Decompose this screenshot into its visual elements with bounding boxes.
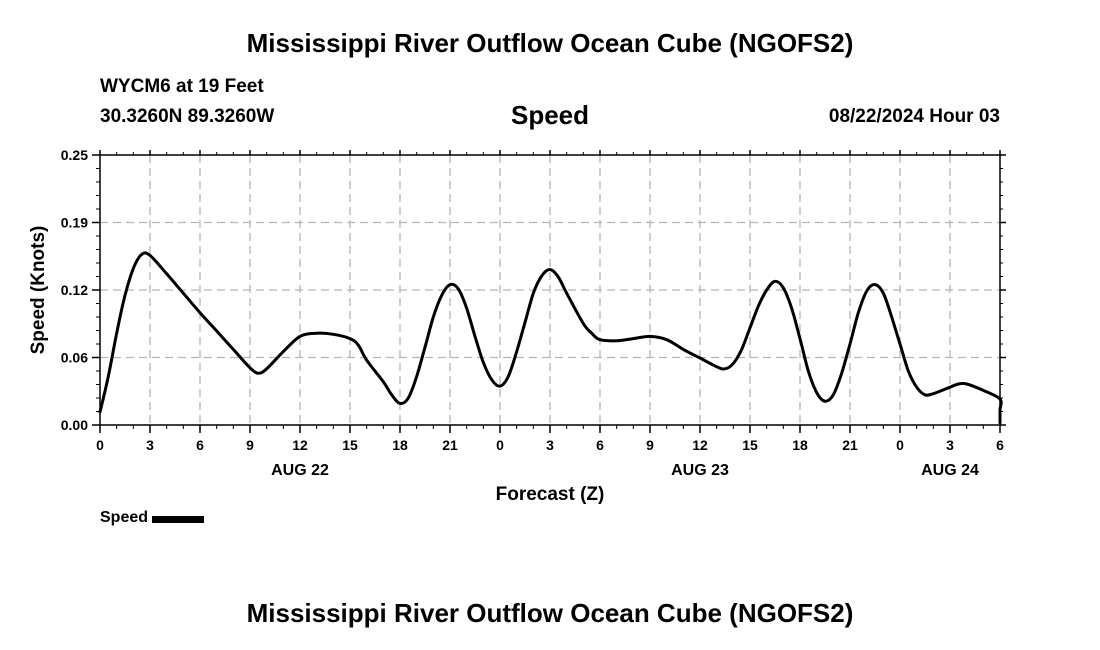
x-tick-label: 21: [442, 437, 458, 453]
x-axis-label: Forecast (Z): [496, 484, 605, 505]
x-tick-label: 12: [292, 437, 308, 453]
x-tick-label: 18: [392, 437, 408, 453]
legend: Speed: [100, 509, 205, 527]
footer-title: Mississippi River Outflow Ocean Cube (NG…: [246, 598, 854, 628]
x-tick-label: 3: [546, 437, 554, 453]
speed-series-line: [98, 251, 1003, 425]
date-labels: AUG 22 AUG 23 AUG 24: [271, 462, 979, 479]
x-tick-label: 3: [946, 437, 954, 453]
y-tick-label: 0.25: [61, 147, 88, 163]
chart-title: Speed: [510, 100, 590, 130]
y-tick-label: 0.06: [61, 350, 88, 366]
y-axis-label: Speed (Knots): [28, 226, 49, 355]
x-tick-label: 9: [246, 437, 254, 453]
main-title: Mississippi River Outflow Ocean Cube (NG…: [246, 28, 854, 58]
date-label: AUG 22: [271, 462, 329, 479]
x-tick-label: 6: [596, 437, 604, 453]
x-tick-label: 0: [896, 437, 904, 453]
axis-ticks: [92, 150, 1006, 433]
y-tick-labels: 0.00 0.06 0.12 0.19 0.25: [61, 147, 88, 433]
x-tick-label: 15: [342, 437, 358, 453]
x-tick-label: 6: [996, 437, 1004, 453]
y-tick-label: 0.19: [61, 215, 88, 231]
date-label: AUG 23: [671, 462, 729, 479]
x-tick-labels: 0 3 6 9 12 15 18 21 0 3 6 9 12 15 18 21 0 3 6: [96, 437, 1004, 453]
legend-swatch: [152, 516, 205, 523]
legend-label: Speed: [100, 509, 149, 526]
x-tick-label: 9: [646, 437, 654, 453]
x-tick-label: 21: [842, 437, 858, 453]
forecast-datetime: 08/22/2024 Hour 03: [828, 106, 1000, 127]
x-tick-label: 0: [96, 437, 104, 453]
x-tick-label: 12: [692, 437, 708, 453]
coordinates-label: 30.3260N 89.3260W: [100, 106, 275, 127]
x-tick-label: 6: [196, 437, 204, 453]
y-tick-label: 0.00: [61, 417, 88, 433]
x-tick-label: 3: [146, 437, 154, 453]
x-tick-label: 15: [742, 437, 758, 453]
grid-lines: [100, 155, 1000, 425]
x-tick-label: 18: [792, 437, 808, 453]
station-label: WYCM6 at 19 Feet: [100, 76, 264, 97]
x-tick-label: 0: [496, 437, 504, 453]
y-tick-label: 0.12: [61, 282, 88, 298]
date-label: AUG 24: [921, 462, 979, 479]
